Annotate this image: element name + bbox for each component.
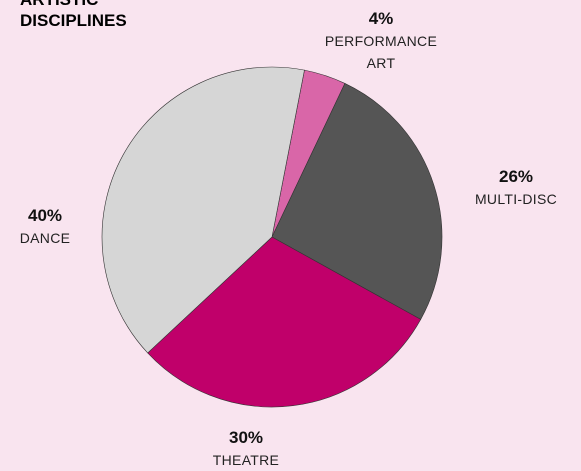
slice-label: 26% MULTI-DISC [456, 166, 576, 210]
chart-title: ARTISTIC DISCIPLINES [20, 0, 127, 30]
slice-label: 40% DANCE [0, 205, 90, 249]
category-label: THEATRE [212, 452, 280, 468]
pie-slice [101, 66, 305, 354]
value-label: 26% [498, 167, 534, 186]
pie-slice [147, 236, 422, 408]
slice-label: 30% THEATRE [191, 427, 301, 471]
category-label: MULTI-DISC [474, 191, 558, 207]
slice-label: 4% PERFORMANCE ART [316, 8, 446, 74]
value-label: 4% [368, 9, 394, 28]
value-label: 40% [27, 206, 63, 225]
category-label: PERFORMANCE ART [324, 33, 438, 71]
value-label: 30% [228, 428, 264, 447]
category-label: DANCE [19, 230, 71, 246]
